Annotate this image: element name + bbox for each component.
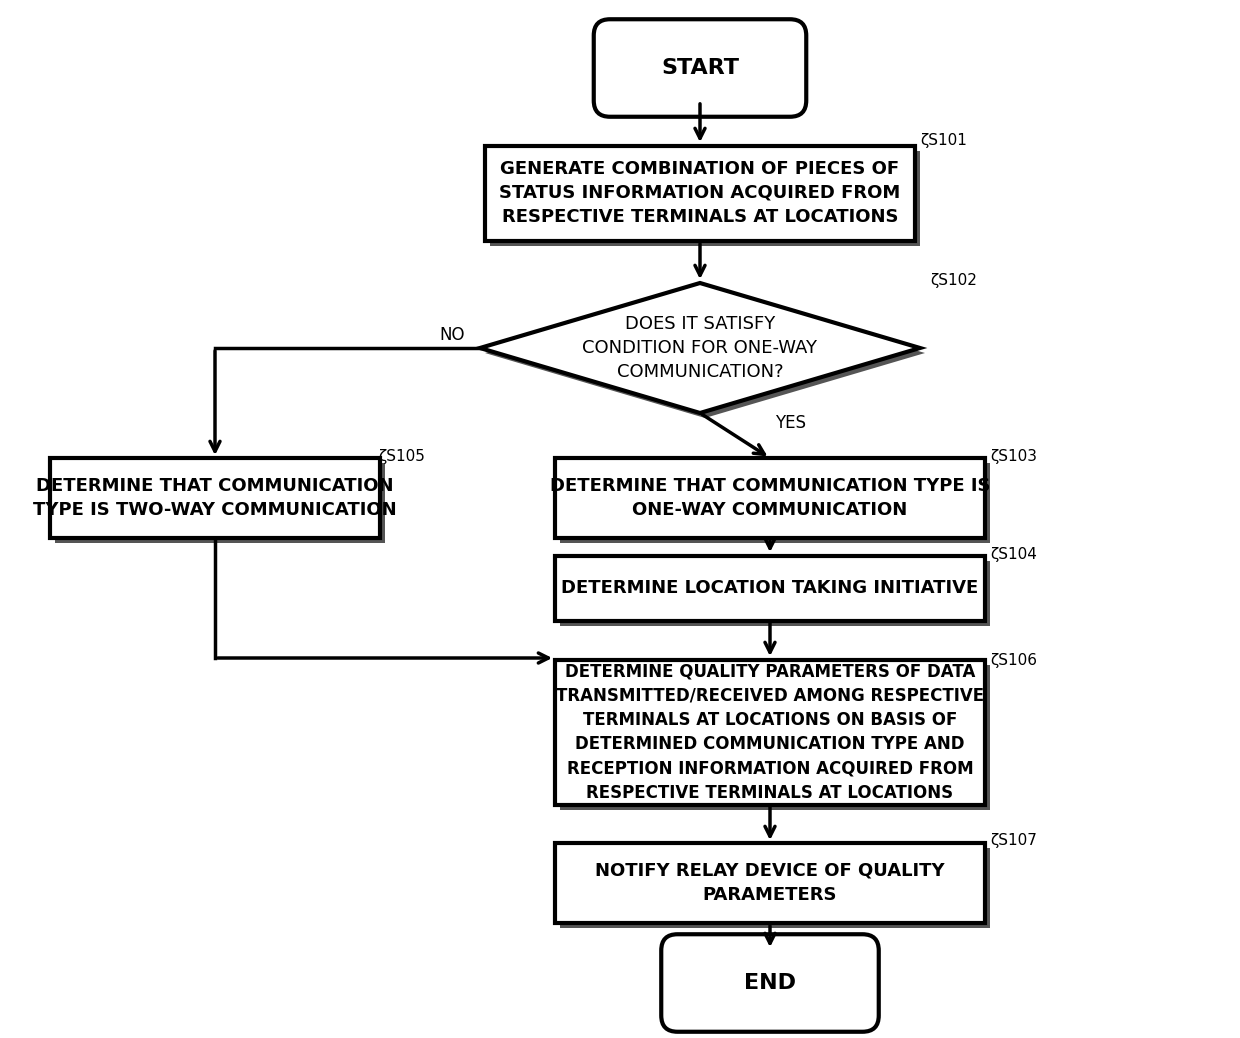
Text: START: START (661, 58, 739, 78)
Polygon shape (485, 288, 925, 418)
Bar (55, 463, 384, 543)
Bar (556, 458, 985, 538)
Text: GENERATE COMBINATION OF PIECES OF
STATUS INFORMATION ACQUIRED FROM
RESPECTIVE TE: GENERATE COMBINATION OF PIECES OF STATUS… (500, 160, 900, 226)
Bar (556, 659, 985, 804)
Bar (560, 664, 990, 810)
Text: ζS101: ζS101 (920, 134, 967, 148)
Text: DETERMINE THAT COMMUNICATION TYPE IS
ONE-WAY COMMUNICATION: DETERMINE THAT COMMUNICATION TYPE IS ONE… (549, 476, 991, 519)
Bar (560, 463, 990, 543)
Text: ζS106: ζS106 (990, 654, 1037, 668)
FancyBboxPatch shape (615, 40, 795, 106)
Text: YES: YES (775, 414, 806, 432)
FancyBboxPatch shape (594, 20, 806, 116)
Bar (556, 843, 985, 923)
Bar (50, 458, 379, 538)
Text: DETERMINE QUALITY PARAMETERS OF DATA
TRANSMITTED/RECEIVED AMONG RESPECTIVE
TERMI: DETERMINE QUALITY PARAMETERS OF DATA TRA… (556, 662, 985, 801)
Text: DOES IT SATISFY
CONDITION FOR ONE-WAY
COMMUNICATION?: DOES IT SATISFY CONDITION FOR ONE-WAY CO… (583, 315, 817, 381)
Text: NOTIFY RELAY DEVICE OF QUALITY
PARAMETERS: NOTIFY RELAY DEVICE OF QUALITY PARAMETER… (595, 862, 945, 904)
Bar (560, 848, 990, 928)
Text: END: END (744, 973, 796, 993)
Text: ζS105: ζS105 (378, 448, 425, 464)
Text: NO: NO (439, 326, 465, 344)
Text: ζS103: ζS103 (990, 448, 1037, 464)
Bar (556, 555, 985, 621)
Text: ζS102: ζS102 (930, 273, 977, 289)
Text: DETERMINE LOCATION TAKING INITIATIVE: DETERMINE LOCATION TAKING INITIATIVE (562, 579, 978, 597)
Bar (490, 151, 920, 246)
Polygon shape (480, 283, 920, 413)
Text: DETERMINE THAT COMMUNICATION
TYPE IS TWO-WAY COMMUNICATION: DETERMINE THAT COMMUNICATION TYPE IS TWO… (33, 476, 397, 519)
FancyBboxPatch shape (682, 956, 868, 1020)
Bar (485, 145, 915, 241)
FancyBboxPatch shape (661, 934, 879, 1032)
Text: ζS104: ζS104 (990, 547, 1037, 563)
Bar (560, 561, 990, 626)
Text: ζS107: ζS107 (990, 834, 1037, 848)
